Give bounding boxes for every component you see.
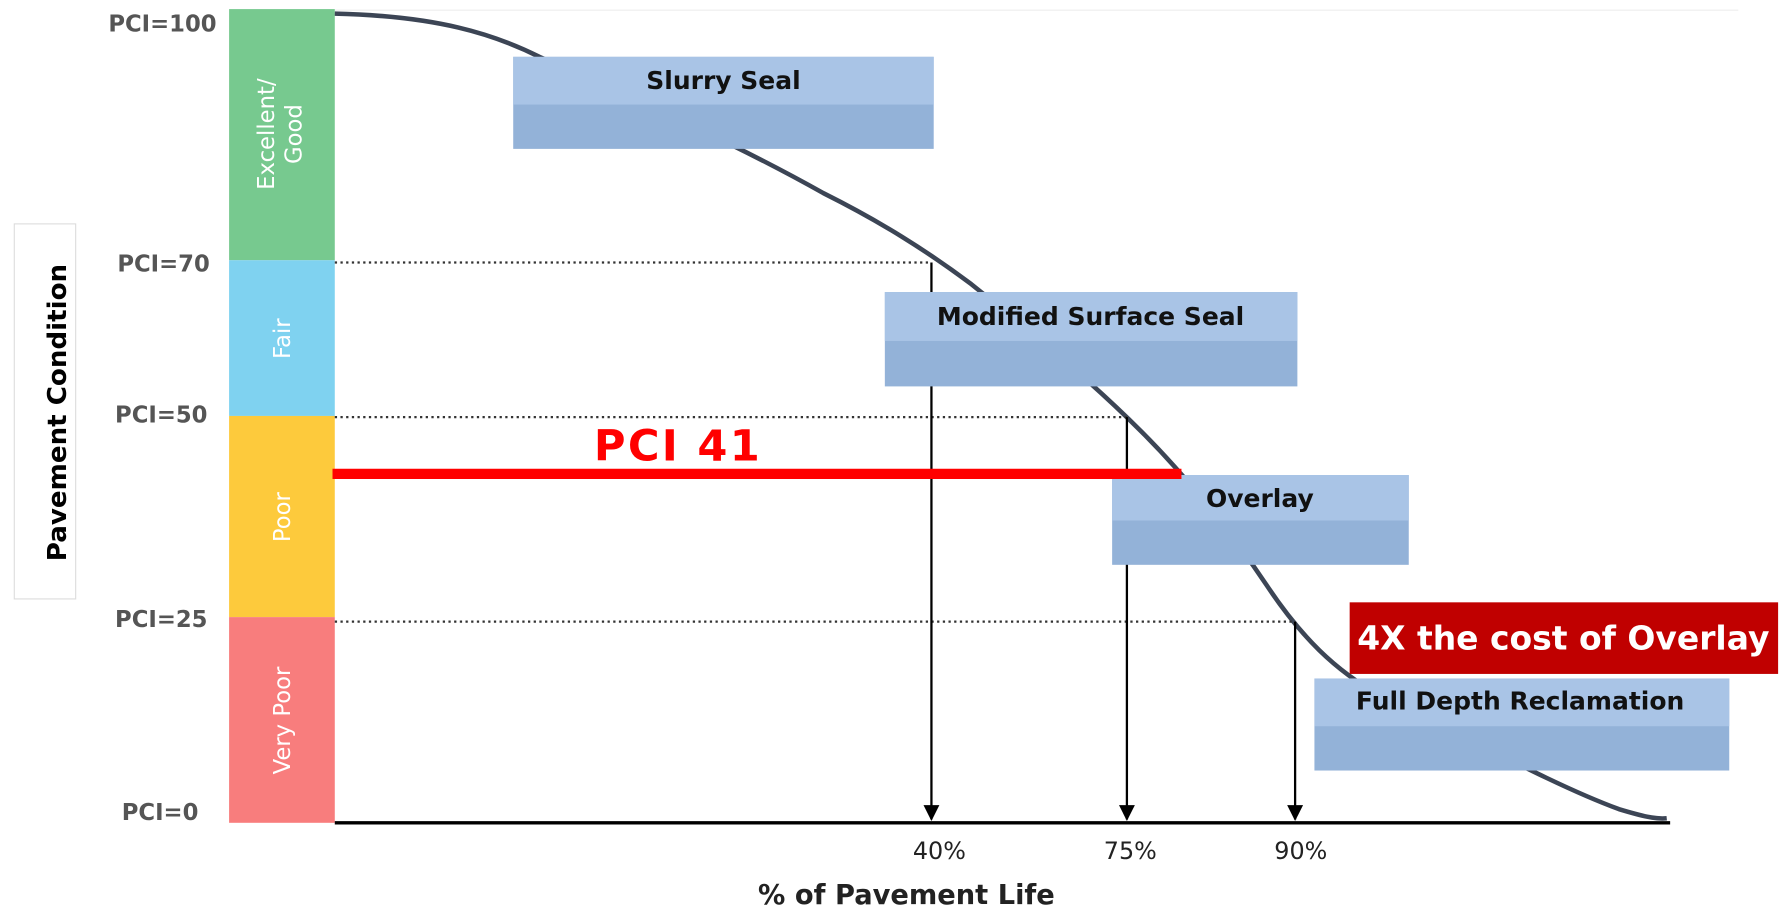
band-label: Poor [270,491,296,542]
band-excellent [229,9,335,261]
treatment-box: Full Depth Reclamation [1314,678,1730,771]
treatment-box: Overlay [1112,475,1409,565]
callout-box [1349,602,1779,674]
pci-level: PCI=0 [122,800,199,826]
band-label: Excellent/ [254,78,280,190]
band-label: Good [282,104,308,164]
band-poor [229,415,335,618]
x-axis-label: % of Pavement Life [758,880,1055,911]
pci-level: PCI=100 [108,12,216,38]
dotted-lines [334,261,1296,623]
x-mark-label: 75% [1104,837,1157,865]
y-axis-label: Pavement Condition [43,264,73,561]
x-mark-label: 90% [1274,837,1327,865]
treatment-label: Overlay [1206,484,1314,513]
x-mark-label: 40% [913,837,966,865]
treatment-box: Modified Surface Seal [884,292,1298,387]
band-label: Fair [270,318,296,359]
treatment-label: Modified Surface Seal [937,302,1244,331]
treatment-box: Slurry Seal [513,56,934,149]
band-very-poor [229,617,335,823]
pci-level: PCI=25 [115,607,207,633]
treatment-label: Slurry Seal [646,66,800,95]
band-fair [229,260,335,416]
pci-level: PCI=70 [117,251,209,277]
y-label-box [13,223,77,600]
band-label: Very Poor [270,666,296,774]
pci-level: PCI=50 [115,402,207,428]
callout-text: 4X the cost of Overlay [1357,618,1769,657]
current-pci-label: PCI 41 [594,421,762,471]
treatment-label: Full Depth Reclamation [1356,686,1684,715]
